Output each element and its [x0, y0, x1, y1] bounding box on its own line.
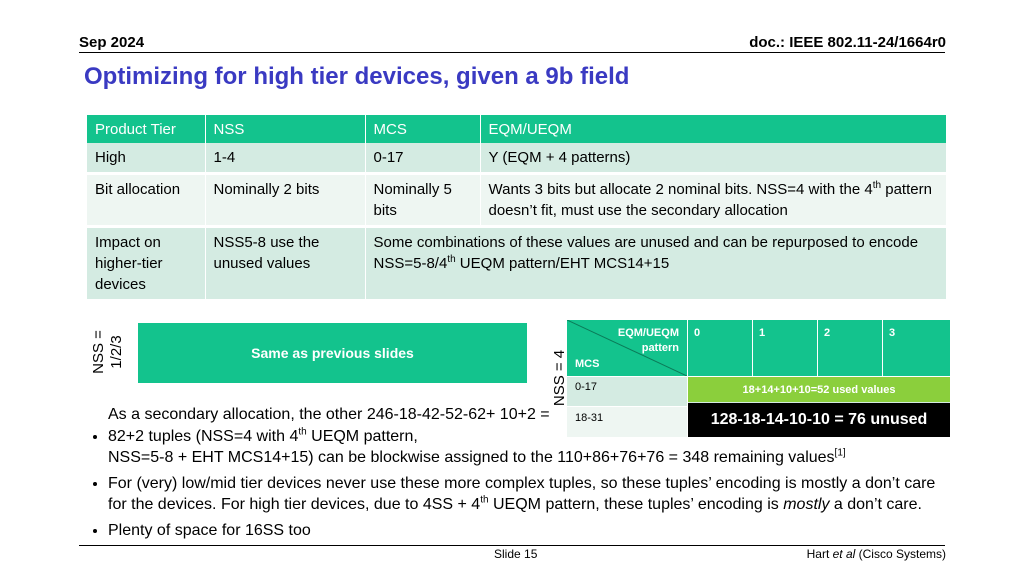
bullet-text-part: For (very) low/mid tier devices never us… — [108, 474, 936, 514]
footer-divider — [79, 545, 945, 546]
cell-text: Some combinations of these values are un… — [373, 234, 919, 272]
footer-author: Hart et al (Cisco Systems) — [807, 547, 946, 561]
emphasis-text: mostly — [783, 496, 830, 513]
superscript: th — [447, 254, 456, 265]
nss-123-label: NSS = 1/2/3 — [90, 330, 125, 374]
header-date: Sep 2024 — [79, 34, 145, 51]
table-cell: High — [87, 143, 206, 175]
diagonal-divider — [567, 320, 687, 376]
tier-table: Product Tier NSS MCS EQM/UEQM High 1-4 0… — [87, 115, 947, 299]
superscript: th — [872, 180, 882, 191]
corner-top-label: EQM/UEQM pattern — [617, 327, 679, 354]
bullet-text-part: UEQM pattern, these tuples’ encoding is — [488, 496, 784, 513]
header-doc-id: doc.: IEEE 802.11-24/1664r0 — [749, 34, 946, 51]
corner-bottom-label: MCS — [575, 358, 600, 370]
table-cell: NSS5-8 use the unused values — [205, 226, 366, 299]
table-header-row: Product Tier NSS MCS EQM/UEQM — [87, 115, 947, 143]
table-header-cell: MCS — [365, 115, 481, 143]
superscript: th — [298, 426, 307, 438]
used-values-bar: 18+14+10+10=52 used values — [688, 377, 950, 402]
header-divider — [79, 52, 945, 53]
footnote-ref: [1] — [834, 447, 846, 459]
grid-col-header: 0 — [688, 320, 752, 376]
cell-text: pattern doesn’t fit, must use the second… — [488, 181, 932, 219]
bullet-text-part: NSS=5-8 + EHT MCS14+15) can be blockwise… — [108, 449, 835, 466]
grid-row-label: 0-17 — [567, 377, 687, 406]
unused-values-bar: 128-18-14-10-10 = 76 unused — [688, 403, 950, 437]
table-header-cell: Product Tier — [87, 115, 206, 143]
bullet-text-part: As a secondary allocation, the other 246… — [108, 406, 550, 445]
cell-text: UEQM pattern/EHT MCS14+15 — [455, 255, 670, 272]
table-cell: Wants 3 bits but allocate 2 nominal bits… — [480, 173, 947, 228]
table-cell: Y (EQM + 4 patterns) — [480, 143, 947, 175]
bullet-item: Plenty of space for 16SS too — [108, 520, 950, 542]
cell-text: Wants 3 bits but allocate 2 nominal bits… — [488, 181, 873, 198]
table-cell: Bit allocation — [87, 173, 206, 228]
table-row: High 1-4 0-17 Y (EQM + 4 patterns) — [87, 143, 947, 175]
table-header-cell: NSS — [205, 115, 366, 143]
nss-123-label-wrap: NSS = 1/2/3 — [90, 322, 130, 382]
same-as-previous-box: Same as previous slides — [138, 323, 527, 383]
grid-col-header: 1 — [753, 320, 817, 376]
table-cell: Impact on higher-tier devices — [87, 226, 206, 299]
table-cell: Nominally 5 bits — [365, 173, 481, 228]
table-cell: Nominally 2 bits — [205, 173, 366, 228]
table-cell: 0-17 — [365, 143, 481, 175]
author-etal: et al — [832, 547, 856, 561]
grid-row-label: 18-31 — [567, 407, 687, 437]
table-row: Impact on higher-tier devices NSS5-8 use… — [87, 226, 947, 299]
author-text: (Cisco Systems) — [855, 547, 946, 561]
table-cell: Some combinations of these values are un… — [365, 226, 947, 299]
bullet-text-part: a don’t care. — [829, 496, 922, 513]
bullet-item: For (very) low/mid tier devices never us… — [108, 473, 950, 516]
grid-col-header: 3 — [883, 320, 950, 376]
table-header-cell: EQM/UEQM — [480, 115, 947, 143]
table-row: Bit allocation Nominally 2 bits Nominall… — [87, 173, 947, 228]
grid-corner-cell: EQM/UEQM pattern MCS — [567, 320, 687, 376]
author-text: Hart — [806, 547, 833, 561]
slide-number: Slide 15 — [494, 547, 538, 561]
slide-title: Optimizing for high tier devices, given … — [84, 63, 630, 90]
table-cell: 1-4 — [205, 143, 366, 175]
nss4-allocation-grid: EQM/UEQM pattern MCS 0 1 2 3 0-17 18-31 … — [567, 320, 950, 437]
bullet-text: As a secondary allocation, the other 246… — [108, 404, 578, 447]
bullet-text-part: UEQM pattern, — [306, 427, 418, 445]
bullet-list: As a secondary allocation, the other 246… — [90, 404, 950, 545]
superscript: th — [480, 494, 489, 506]
bullet-item: As a secondary allocation, the other 246… — [108, 404, 950, 469]
grid-col-header: 2 — [818, 320, 882, 376]
